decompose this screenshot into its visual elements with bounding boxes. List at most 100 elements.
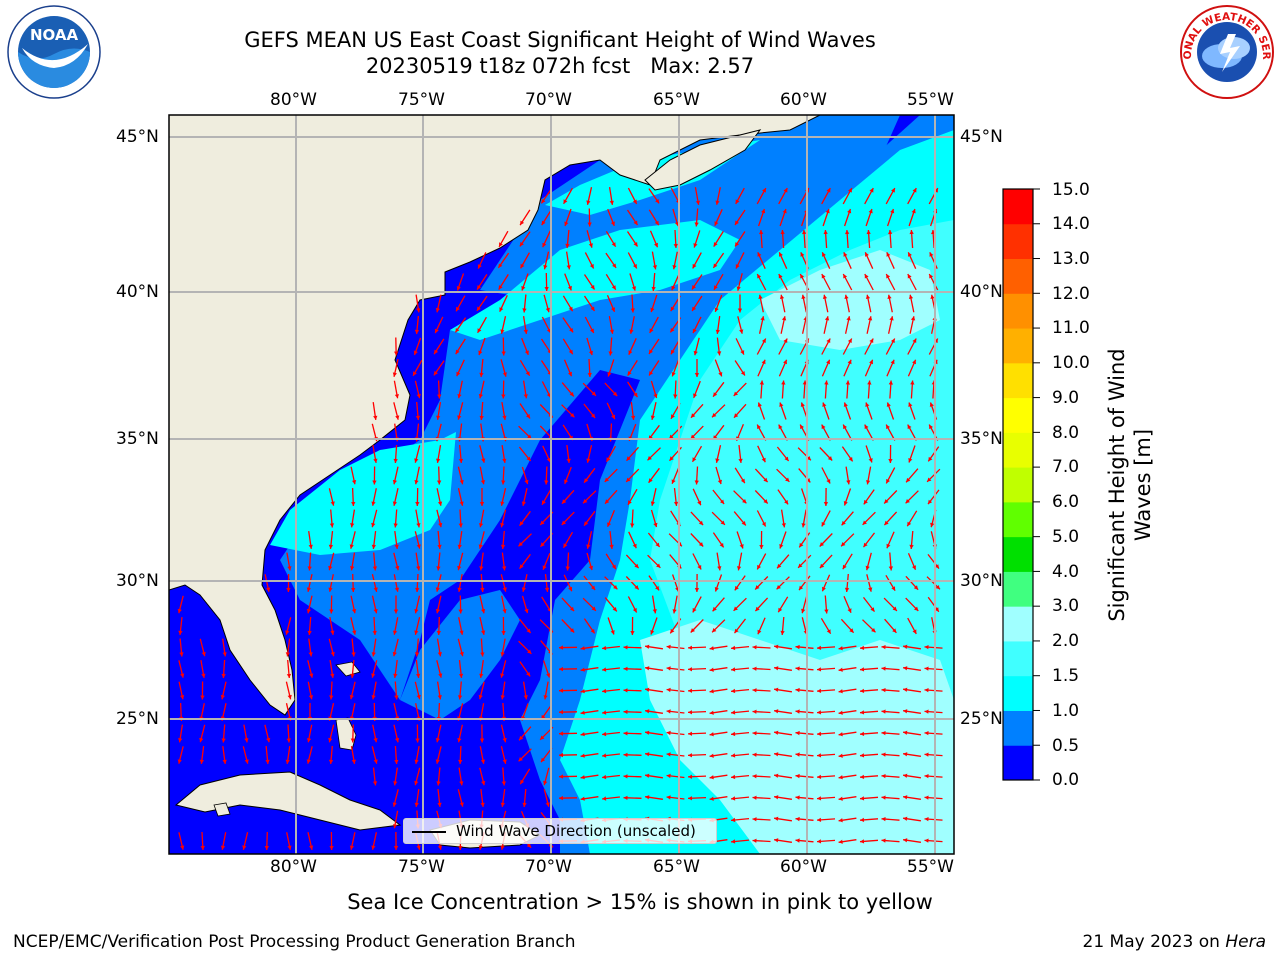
wave-direction-arrowhead bbox=[612, 607, 617, 612]
wave-direction-arrowhead bbox=[437, 501, 443, 506]
wave-direction-arrowhead bbox=[609, 544, 614, 549]
wave-direction-arrowhead bbox=[694, 480, 699, 485]
wave-direction-arrowhead bbox=[907, 521, 912, 527]
wave-direction-arrowhead bbox=[892, 606, 897, 611]
wave-direction-arrowhead bbox=[501, 781, 506, 786]
wave-direction-arrowhead bbox=[478, 845, 483, 850]
wave-direction-arrowhead bbox=[477, 264, 482, 269]
wave-direction-arrowhead bbox=[739, 544, 744, 549]
wave-direction-arrowhead bbox=[591, 391, 596, 396]
wave-direction-arrowhead bbox=[673, 501, 679, 506]
wave-direction-arrowhead bbox=[308, 652, 313, 657]
wave-direction-arrowhead bbox=[655, 586, 660, 591]
wave-direction-arrowhead bbox=[414, 458, 419, 463]
wave-direction-arrowhead bbox=[774, 687, 779, 692]
wave-direction-arrowhead bbox=[634, 585, 639, 590]
wave-direction-arrowhead bbox=[779, 402, 784, 407]
wave-direction-arrowhead bbox=[783, 338, 788, 343]
wave-direction-arrowhead bbox=[860, 796, 865, 801]
wave-direction-arrowhead bbox=[713, 392, 718, 397]
colorbar-segment bbox=[1003, 328, 1033, 364]
wave-direction-arrowhead bbox=[481, 780, 486, 786]
lat-label-right-40n: 40°N bbox=[960, 282, 1003, 302]
wave-direction-arrowhead bbox=[632, 608, 637, 613]
wave-direction-arrowhead bbox=[499, 307, 504, 312]
wave-direction-arrowhead bbox=[602, 688, 607, 694]
wave-direction-arrowhead bbox=[924, 645, 929, 650]
colorbar-frame bbox=[1002, 188, 1034, 781]
wave-direction-arrowhead bbox=[781, 380, 786, 385]
wave-direction-arrowhead bbox=[178, 738, 183, 743]
wave-direction-arrowhead bbox=[860, 667, 865, 672]
wave-direction-arrowhead bbox=[459, 781, 464, 786]
legend-label: Wind Wave Direction (unscaled) bbox=[456, 822, 696, 840]
wave-direction-arrowhead bbox=[500, 802, 505, 807]
wave-direction-arrowhead bbox=[583, 499, 588, 504]
wave-direction-arrowhead bbox=[415, 738, 420, 743]
wave-direction-arrowhead bbox=[781, 523, 786, 528]
wave-direction-arrowhead bbox=[502, 566, 507, 571]
wave-direction-arrowhead bbox=[559, 645, 563, 650]
wave-direction-arrowhead bbox=[860, 774, 865, 779]
wave-direction-arrowhead bbox=[929, 402, 934, 407]
wave-direction-arrowhead bbox=[690, 434, 695, 439]
wave-direction-arrowhead bbox=[481, 458, 486, 463]
wave-direction-arrowhead bbox=[371, 673, 376, 678]
wave-direction-arrowhead bbox=[308, 544, 313, 549]
wave-direction-arrowhead bbox=[774, 752, 779, 757]
wave-direction-arrowhead bbox=[623, 774, 628, 779]
wave-direction-arrowhead bbox=[501, 394, 506, 399]
wave-direction-arrowhead bbox=[590, 328, 594, 333]
wave-direction-arrowhead bbox=[180, 845, 185, 850]
wave-direction-arrowhead bbox=[844, 587, 850, 592]
wave-direction-arrowhead bbox=[692, 306, 697, 311]
wave-direction-arrowhead bbox=[822, 294, 828, 299]
wave-direction-arrowhead bbox=[478, 393, 483, 399]
wave-direction-arrowhead bbox=[871, 628, 876, 633]
wave-direction-arrowhead bbox=[886, 252, 891, 257]
wave-direction-arrowhead bbox=[780, 230, 785, 235]
wave-direction-arrowhead bbox=[569, 628, 575, 633]
wave-direction-arrowhead bbox=[645, 752, 650, 757]
wave-direction-arrowhead bbox=[763, 477, 768, 483]
wave-direction-arrowhead bbox=[480, 802, 485, 807]
wave-direction-arrowhead bbox=[886, 478, 890, 484]
wave-direction-arrowhead bbox=[329, 695, 334, 700]
wave-direction-arrowhead bbox=[714, 221, 719, 226]
wave-direction-arrowhead bbox=[588, 243, 593, 248]
wave-direction-arrowhead bbox=[457, 394, 462, 399]
wave-direction-arrowhead bbox=[694, 588, 700, 592]
wave-band-2.0-south bbox=[640, 620, 954, 854]
wave-direction-arrowhead bbox=[542, 500, 546, 505]
wave-direction-arrowhead bbox=[328, 565, 333, 571]
wave-direction-arrowhead bbox=[909, 230, 914, 235]
wave-direction-arrowhead bbox=[633, 392, 638, 398]
wave-direction-arrowhead bbox=[586, 200, 591, 205]
wave-direction-arrowhead bbox=[542, 565, 547, 570]
colorbar-label-3: 1.5 bbox=[1052, 666, 1080, 686]
wave-direction-arrowhead bbox=[502, 737, 507, 743]
colorbar-segment bbox=[1003, 606, 1033, 642]
wave-direction-arrowhead bbox=[591, 413, 596, 418]
wave-direction-arrowhead bbox=[266, 587, 271, 592]
wave-direction-arrowhead bbox=[714, 307, 719, 312]
footer-date: 21 May 2023 on Hera bbox=[1083, 932, 1267, 952]
wave-direction-arrowhead bbox=[761, 338, 766, 343]
wave-direction-arrowhead bbox=[521, 587, 526, 592]
wave-direction-arrowhead bbox=[688, 667, 692, 672]
wave-direction-arrowhead bbox=[865, 294, 871, 299]
wave-direction-arrowhead bbox=[502, 609, 507, 614]
wave-direction-arrowhead bbox=[653, 393, 658, 399]
wave-direction-arrowhead bbox=[351, 588, 356, 592]
wave-direction-arrowhead bbox=[392, 802, 397, 807]
wave-direction-arrowhead bbox=[924, 709, 929, 714]
wave-direction-arrowhead bbox=[568, 349, 573, 355]
wave-direction-arrowhead bbox=[914, 606, 919, 611]
wave-direction-arrowhead bbox=[827, 456, 833, 461]
wave-direction-arrowhead bbox=[824, 380, 829, 385]
wave-direction-arrowhead bbox=[755, 606, 760, 612]
wave-direction-arrowhead bbox=[520, 220, 525, 226]
wave-direction-arrowhead bbox=[655, 542, 660, 547]
wave-direction-arrowhead bbox=[860, 839, 865, 844]
wave-direction-arrowhead bbox=[849, 628, 854, 633]
